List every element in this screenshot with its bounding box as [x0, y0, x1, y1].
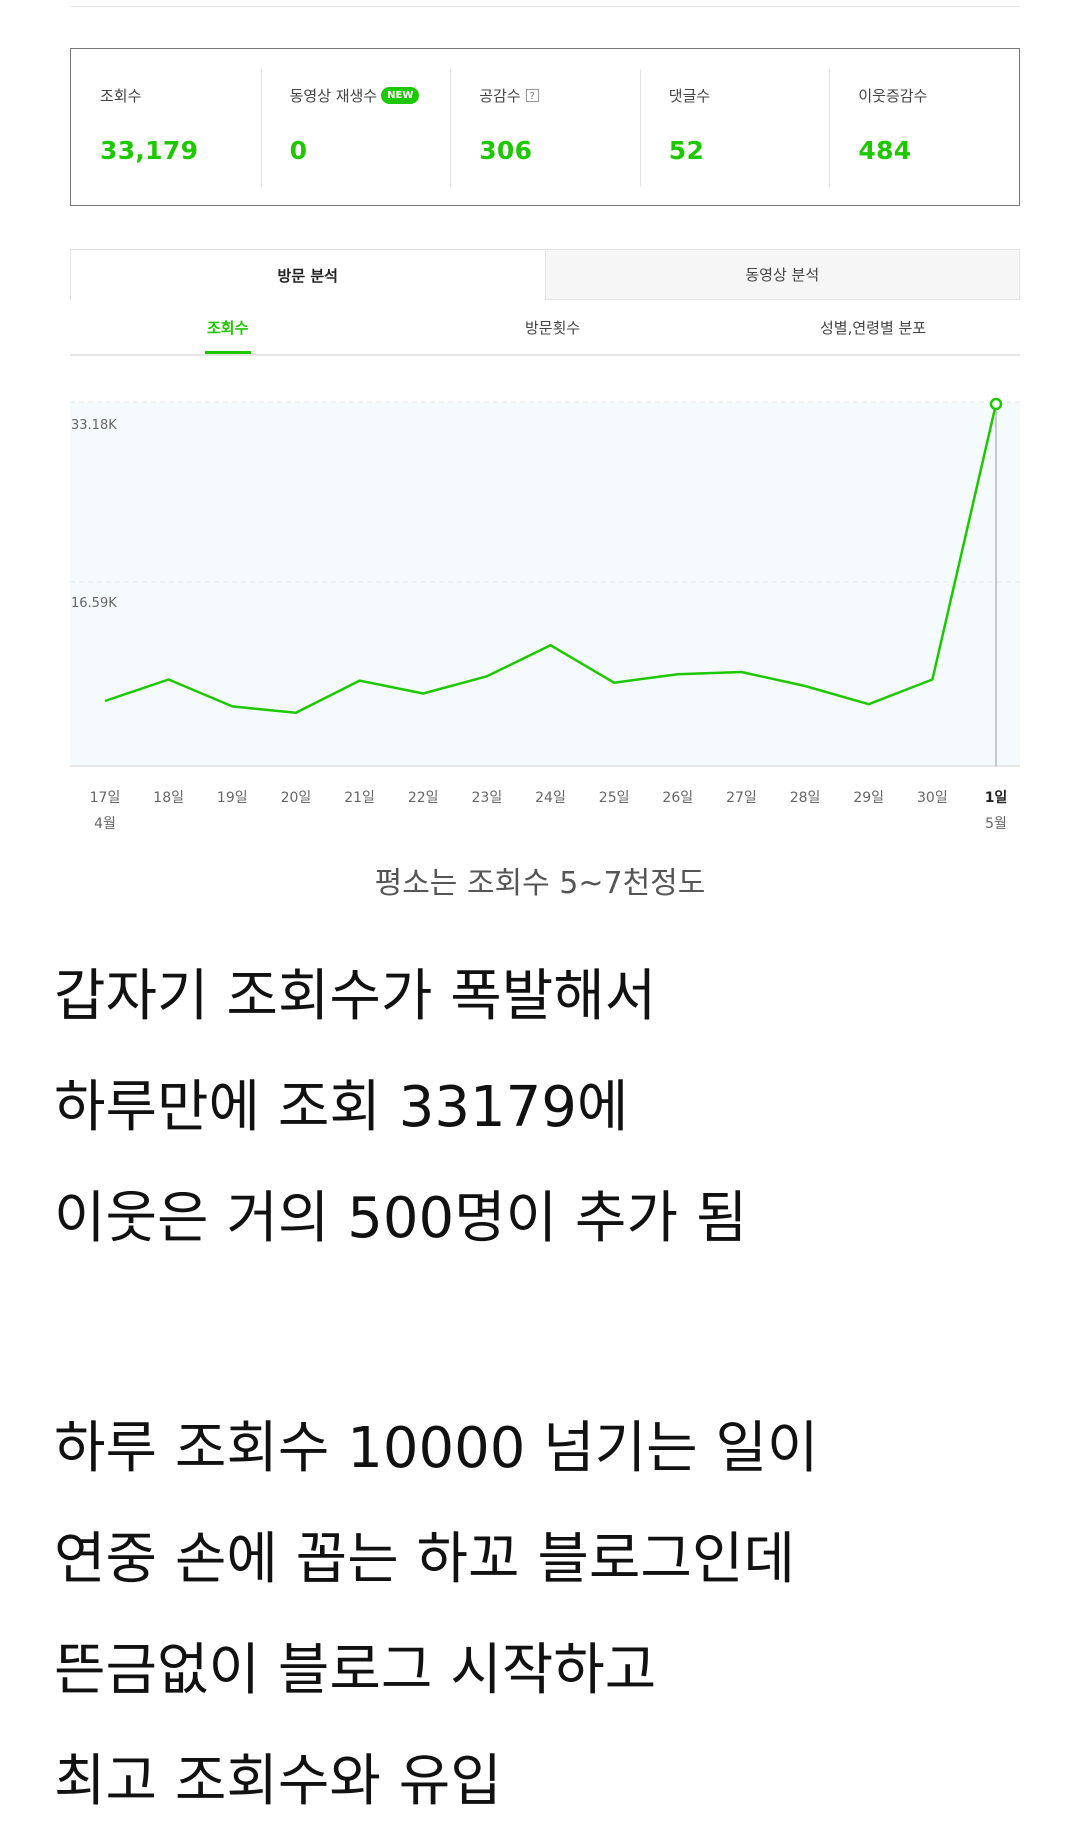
x-tick-label: 18일: [153, 790, 184, 806]
stat-neighbors: 이웃증감수 484: [829, 49, 1019, 205]
x-tick-label: 24일: [535, 790, 566, 806]
x-tick-label: 30일: [917, 790, 948, 806]
active-tab-indicator: [205, 351, 251, 354]
sub-tabs: 조회수 방문횟수 성별,연령별 분포: [70, 300, 1020, 356]
x-tick-label: 20일: [281, 790, 312, 806]
paragraph-line: 갑자기 조회수가 폭발해서: [54, 964, 657, 1029]
x-tick-label: 23일: [472, 790, 503, 806]
help-icon[interactable]: ?: [525, 88, 539, 102]
x-tick-label: 27일: [726, 790, 757, 806]
main-tabs: 방문 분석 동영상 분석: [70, 249, 1020, 300]
paragraph-line: 하루 조회수 10000 넘기는 일이: [54, 1416, 819, 1481]
paragraph-line: 하루만에 조회 33179에: [54, 1075, 629, 1140]
subtab-visits[interactable]: 방문횟수: [525, 318, 581, 337]
x-tick-label: 29일: [853, 790, 884, 806]
stat-label: 동영상 재생수: [289, 86, 378, 105]
new-badge: NEW: [381, 86, 420, 104]
y-tick-label: 33.18K: [71, 418, 117, 433]
stat-comments: 댓글수 52: [639, 49, 830, 205]
x-tick-label: 22일: [408, 790, 439, 806]
stat-label: 이웃증감수: [858, 86, 928, 105]
paragraph-line: 최고 조회수와 유입: [54, 1749, 502, 1814]
x-tick-label: 28일: [790, 790, 821, 806]
paragraph-line: 연중 손에 꼽는 하꼬 블로그인데: [54, 1527, 795, 1592]
subtab-demographics[interactable]: 성별,연령별 분포: [820, 318, 927, 337]
stat-label: 댓글수: [668, 86, 711, 105]
stat-label: 조회수: [100, 86, 142, 105]
x-tick-label: 19일: [217, 790, 248, 806]
x-tick-label: 25일: [599, 790, 630, 806]
top-divider: [70, 6, 1020, 7]
x-tick-label: 26일: [662, 790, 693, 806]
stat-value: 306: [479, 136, 533, 165]
stats-summary: 조회수 33,179 동영상 재생수 NEW 0 공감수 ? 306 댓글수 5…: [70, 48, 1020, 206]
x-tick-label: 17일: [90, 790, 121, 806]
month-label: 5월: [985, 816, 1007, 832]
month-label: 4월: [94, 816, 116, 832]
tab-visit-analysis[interactable]: 방문 분석: [70, 249, 546, 300]
paragraph-line: 이웃은 거의 500명이 추가 됨: [54, 1186, 748, 1251]
stat-value: 0: [289, 136, 308, 165]
paragraph-line: 뜬금없이 블로그 시작하고: [54, 1638, 657, 1703]
y-tick-label: 16.59K: [71, 596, 117, 611]
tab-video-analysis[interactable]: 동영상 분석: [545, 249, 1020, 300]
x-tick-label: 21일: [344, 790, 375, 806]
views-line-chart: 16.59K 33.18K 17일 18일 19일 20일 21일 22일 23일 24일 25일 2…: [70, 397, 1020, 832]
stat-value: 52: [668, 136, 705, 165]
stat-likes: 공감수 ? 306: [450, 49, 640, 205]
stat-value: 484: [858, 136, 912, 165]
subtab-views[interactable]: 조회수: [207, 318, 249, 337]
highlight-point: [989, 397, 1003, 411]
stat-label: 공감수: [479, 86, 521, 105]
stat-views: 조회수 33,179: [71, 49, 261, 205]
stat-video-plays: 동영상 재생수 NEW 0: [260, 49, 451, 205]
stat-value: 33,179: [100, 136, 199, 165]
chart-caption: 평소는 조회수 5~7천정도: [374, 866, 706, 901]
x-tick-label: 1일: [985, 790, 1008, 806]
views-chart: 16.59K 33.18K 17일 18일 19일 20일 21일 22일 23일 24일 25일 2…: [0, 380, 1080, 840]
plot-area: [70, 402, 1020, 766]
